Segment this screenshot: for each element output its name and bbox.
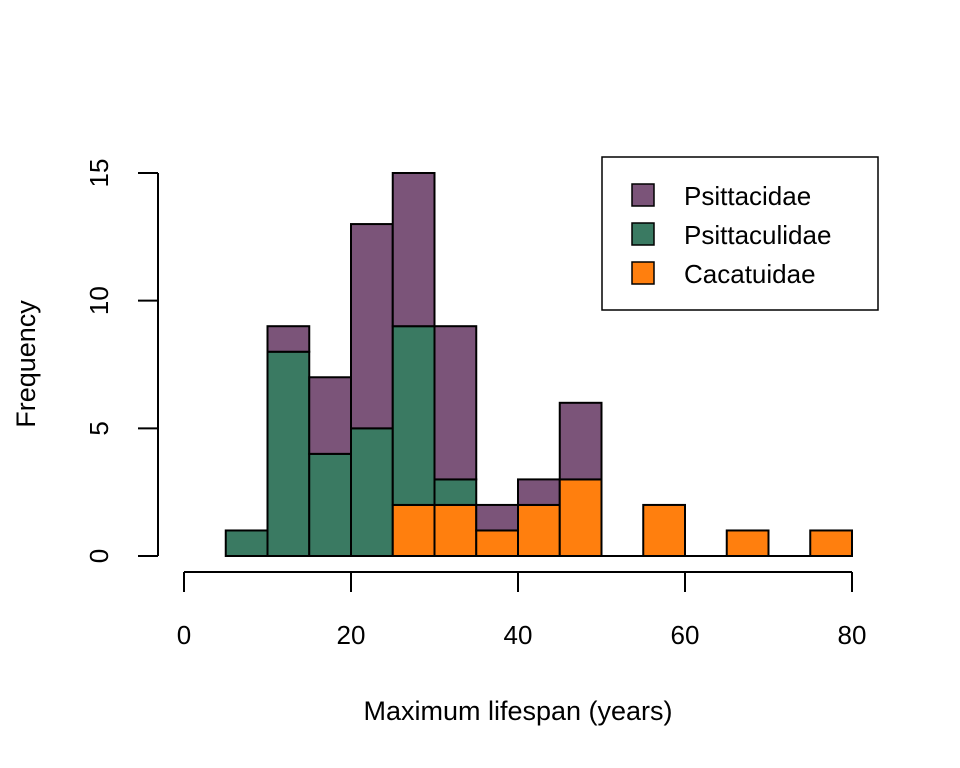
y-tick-label: 15 [84,159,114,188]
legend-swatch-psittacidae [631,183,655,207]
x-tick-label: 20 [337,620,366,650]
bar-psittaculidae-bin-4 [391,325,436,506]
x-axis-title: Maximum lifespan (years) [363,696,672,726]
y-tick-label: 0 [84,549,114,563]
bar-psittaculidae-bin-2 [308,452,352,557]
bar-cacatuidae-bin-6 [475,529,519,558]
bar-cacatuidae-bin-10 [642,503,686,557]
bar-psittaculidae-bin-5 [433,478,478,506]
bar-psittaculidae-bin-0 [224,529,269,558]
bar-psittaculidae-bin-1 [266,350,311,557]
y-tick-label: 5 [84,421,114,435]
legend-label-psittacidae: Psittacidae [684,181,811,211]
x-tick-label: 80 [838,620,867,650]
x-tick-label: 60 [671,620,700,650]
legend-label-psittaculidae: Psittaculidae [684,220,831,250]
x-axis: 0 20 40 60 80 [177,571,867,650]
legend-swatch-psittaculidae [631,222,655,246]
bar-psittaculidae-bin-3 [350,427,394,558]
bar-cacatuidae-bin-8 [558,478,603,557]
bar-psittacidae-bin-6 [475,503,519,532]
legend-label-cacatuidae: Cacatuidae [684,259,816,289]
bar-cacatuidae-bin-12 [725,529,770,558]
bar-psittacidae-bin-3 [350,223,394,430]
bar-psittacidae-bin-1 [266,325,311,353]
x-tick-label: 40 [504,620,533,650]
bar-cacatuidae-bin-4 [391,503,436,557]
bar-cacatuidae-bin-7 [517,503,561,557]
bars-layer [224,172,853,558]
bar-psittacidae-bin-7 [517,478,561,506]
x-tick-label: 0 [177,620,191,650]
bar-psittacidae-bin-5 [433,325,478,481]
bar-cacatuidae-bin-14 [809,529,853,558]
legend-swatch-cacatuidae [631,261,655,285]
bar-psittacidae-bin-8 [558,401,603,481]
bar-cacatuidae-bin-5 [433,503,478,557]
y-axis-title: Frequency [11,300,41,428]
legend: Psittacidae Psittaculidae Cacatuidae [601,156,879,311]
bar-psittacidae-bin-2 [308,376,352,455]
y-tick-label: 10 [84,286,114,315]
y-axis: 0 5 10 15 [84,159,159,563]
bar-psittacidae-bin-4 [391,172,436,328]
